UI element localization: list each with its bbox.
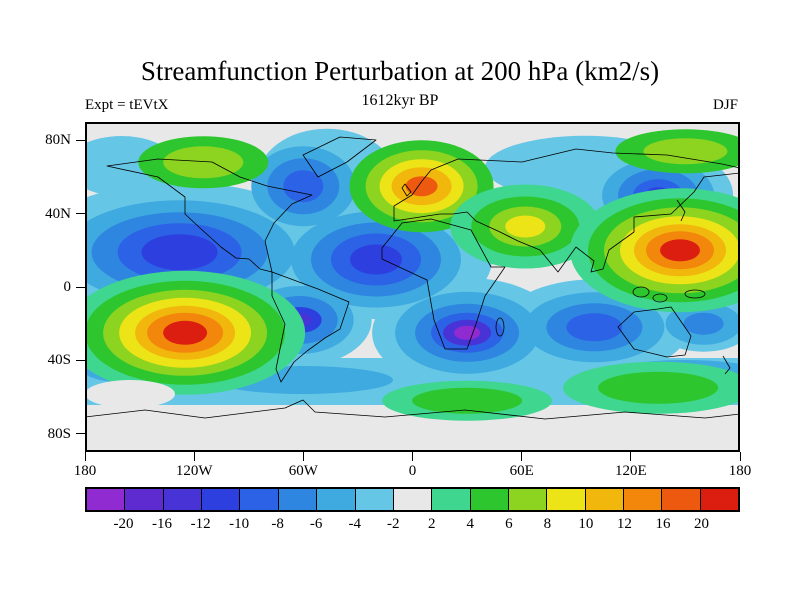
colorbar-level-label: 8 xyxy=(543,516,552,532)
coastline-australia xyxy=(617,306,692,358)
colorbar-level-label: -4 xyxy=(348,516,361,532)
coastline-africa xyxy=(381,218,506,350)
colorbar-segment xyxy=(469,489,508,510)
colorbar-level-label: 12 xyxy=(616,516,632,532)
colorbar-level-label: 6 xyxy=(505,516,513,532)
lon-tick-label: 60W xyxy=(288,463,318,479)
colorbar-segment xyxy=(239,489,278,510)
coastline-antarctica xyxy=(85,399,740,420)
lon-tick-mark xyxy=(84,452,86,461)
coastline-madagascar xyxy=(495,317,505,337)
colorbar-segment xyxy=(431,489,470,510)
colorbar-segment xyxy=(623,489,662,510)
lon-tick-mark xyxy=(630,452,632,461)
colorbar-level-label: -12 xyxy=(190,516,211,532)
lat-tick-label: 80S xyxy=(47,425,71,442)
colorbar-segment xyxy=(392,489,432,510)
lon-tick-label: 180 xyxy=(728,463,752,479)
coastline-new-zealand xyxy=(722,355,731,375)
lat-tick-label: 0 xyxy=(63,279,72,295)
colorbar-level-label: -6 xyxy=(309,516,323,532)
map-border xyxy=(85,122,740,452)
lon-tick-label: 120E xyxy=(614,463,647,479)
colorbar-level-label: -10 xyxy=(229,516,250,532)
lon-tick-label: 0 xyxy=(408,463,417,479)
colorbar-segment xyxy=(124,489,163,510)
coastline-sumatra xyxy=(652,293,668,303)
colorbar-segment xyxy=(277,489,317,510)
colorbar-level-label: -16 xyxy=(152,516,173,532)
colorbar-level-label: 20 xyxy=(693,516,709,532)
chart-title: Streamfunction Perturbation at 200 hPa (… xyxy=(140,56,660,86)
lat-tick-mark xyxy=(76,433,85,435)
lat-tick-mark xyxy=(76,139,85,141)
lon-tick-mark xyxy=(193,452,195,461)
contour-map xyxy=(85,122,740,452)
lat-tick-mark xyxy=(76,286,85,288)
lat-tick-mark xyxy=(76,359,85,361)
lat-tick-mark xyxy=(76,213,85,215)
coastline-eurasia xyxy=(393,148,740,273)
colorbar-level-label: 16 xyxy=(655,516,671,532)
colorbar-level-label: 2 xyxy=(428,516,436,532)
lon-tick-mark xyxy=(521,452,523,461)
colorbar-segment xyxy=(584,489,624,510)
coastlines xyxy=(85,136,740,420)
colorbar-level-label: 4 xyxy=(466,516,475,532)
coastline-greenland xyxy=(302,136,377,178)
colorbar-segment xyxy=(162,489,202,510)
colorbar-segment xyxy=(354,489,393,510)
colorbar-segment xyxy=(661,489,700,510)
experiment-label: Expt = tEVtX xyxy=(85,97,169,113)
contour-field xyxy=(85,122,740,452)
colorbar-level-label: -2 xyxy=(386,516,400,532)
colorbar-segment xyxy=(316,489,355,510)
colorbar-labels: -20 -16 -12 -10 -8 -6 -4 -2 2 4 6 8 10 12 16 20 xyxy=(85,516,740,536)
lon-tick-label: 60E xyxy=(509,463,534,479)
lon-tick-mark xyxy=(739,452,741,461)
colorbar-level-label: -8 xyxy=(271,516,284,532)
colorbar-segment xyxy=(87,489,125,510)
lat-tick-label: 40S xyxy=(47,352,71,369)
lon-tick-label: 180 xyxy=(73,463,97,479)
season-label: DJF xyxy=(712,97,738,113)
lon-tick-mark xyxy=(412,452,413,461)
coastline-japan xyxy=(676,199,686,222)
lon-tick-mark xyxy=(302,452,304,461)
colorbar-segment xyxy=(699,489,739,510)
coastline-south-america xyxy=(271,271,350,383)
lon-tick-label: 120W xyxy=(175,463,213,479)
colorbar-segment xyxy=(201,489,240,510)
colorbar-level-label: -20 xyxy=(113,516,134,532)
colorbar-segment xyxy=(507,489,547,510)
coastline-borneo xyxy=(632,286,650,298)
colorbar-level-label: 10 xyxy=(578,516,594,532)
colorbar xyxy=(85,487,740,512)
coastline-new-guinea xyxy=(684,289,706,299)
map-panel xyxy=(85,122,740,452)
colorbar-segment xyxy=(546,489,585,510)
chart-subtitle: 1612kyr BP xyxy=(361,92,439,109)
coastline-britain xyxy=(401,183,412,197)
lat-tick-label: 80N xyxy=(45,132,71,149)
lat-tick-label: 40N xyxy=(45,205,71,222)
